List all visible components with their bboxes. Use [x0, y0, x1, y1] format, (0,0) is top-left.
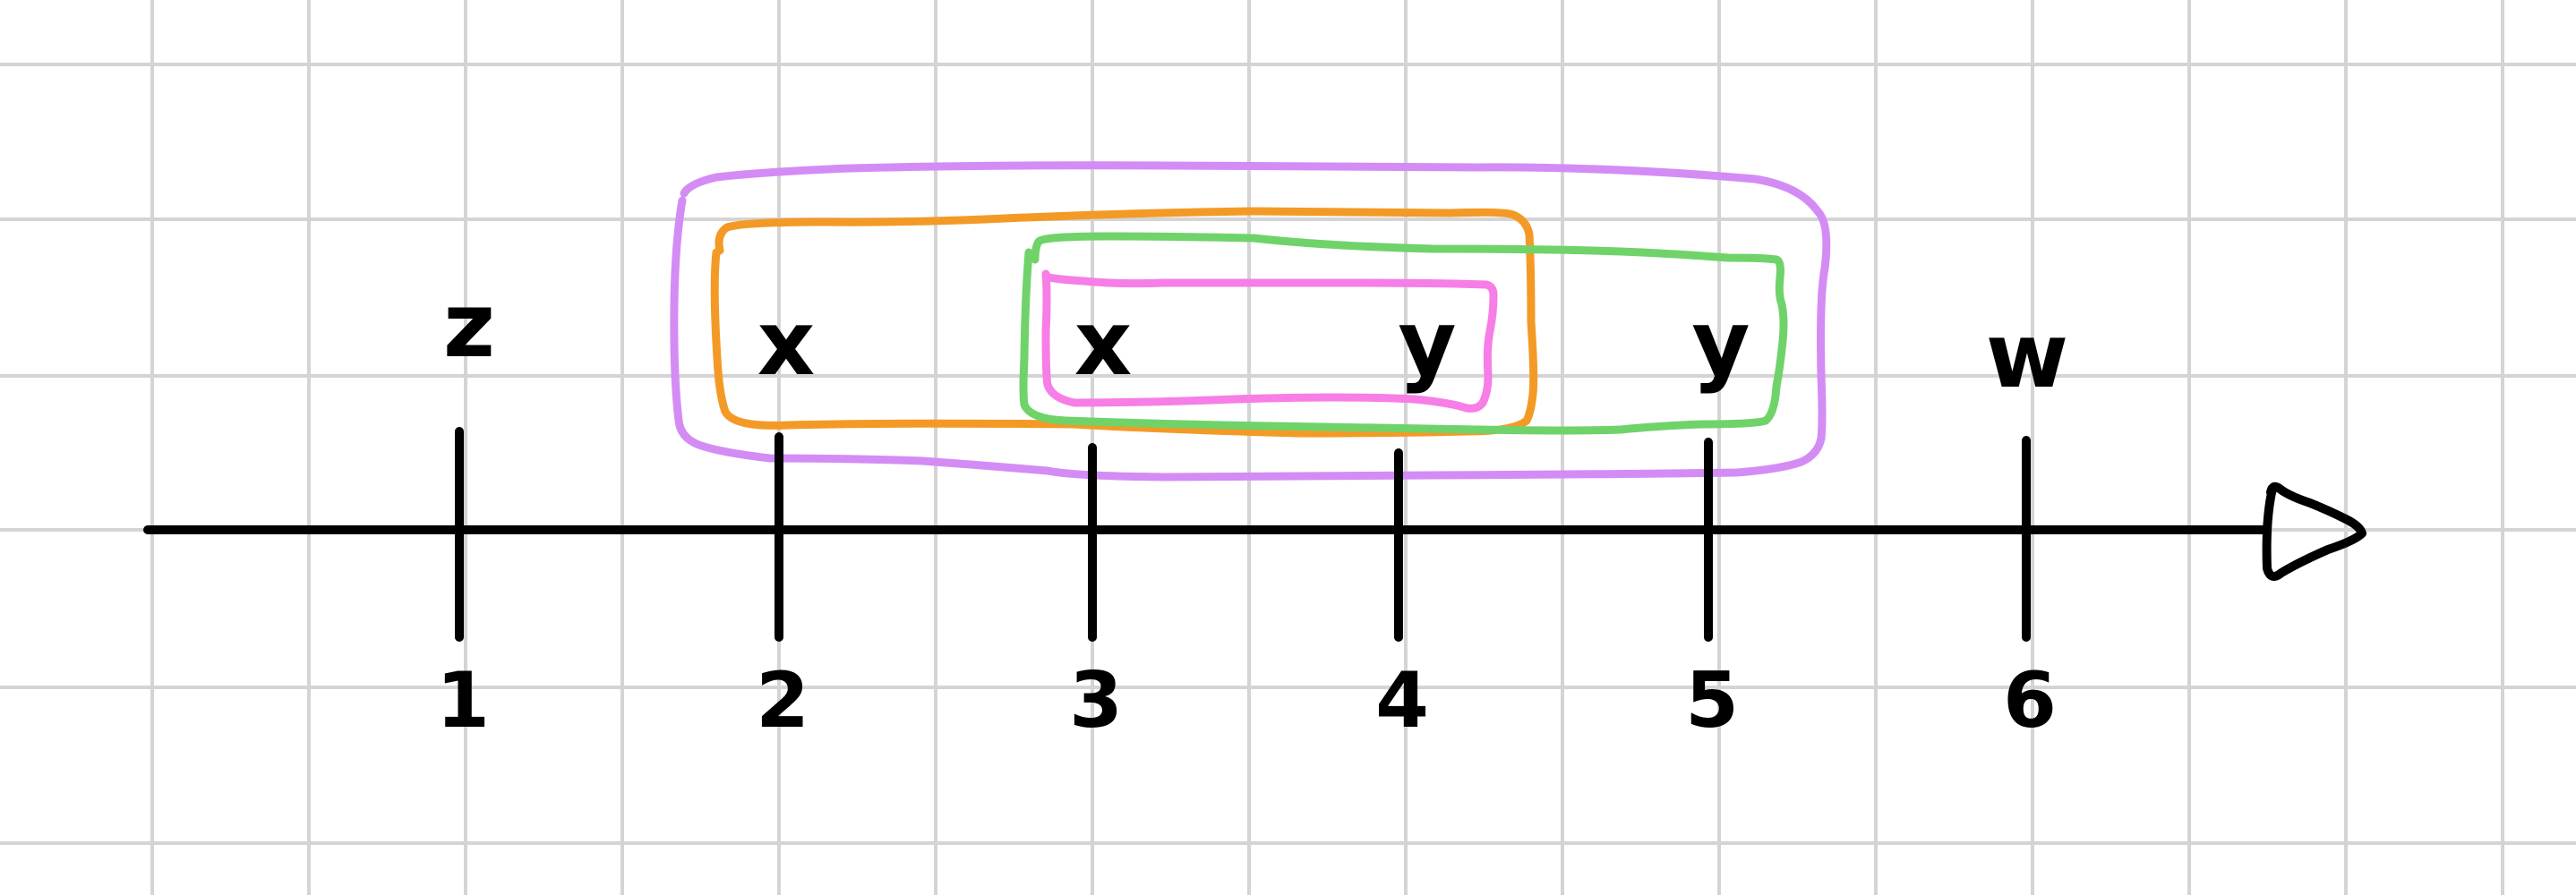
- number-line-axis: [143, 482, 2366, 581]
- tick-label: 5: [1685, 656, 1739, 746]
- variable-label: x: [1074, 291, 1133, 396]
- group-box-pink: [1041, 269, 1498, 413]
- group-box-purple: [670, 161, 1831, 482]
- group-box-orange: [710, 207, 1538, 438]
- tick-labels: 1 2 3 4 5 6: [436, 656, 2057, 746]
- tick-label: 3: [1069, 656, 1123, 746]
- variable-label: z: [443, 273, 495, 378]
- variable-label: y: [1398, 291, 1456, 396]
- tick-label: 2: [756, 656, 809, 746]
- tick-label: 4: [1375, 656, 1429, 746]
- tick-label: 6: [2003, 656, 2057, 746]
- axis-arrowhead: [2262, 482, 2366, 581]
- variable-label: y: [1691, 291, 1750, 396]
- tick-label: 1: [436, 656, 490, 746]
- variable-label: w: [1986, 303, 2068, 408]
- group-box-green: [1019, 232, 1788, 435]
- tick-marks: [455, 427, 2031, 642]
- variable-label: x: [757, 291, 816, 396]
- grouping-boxes: [670, 161, 1831, 482]
